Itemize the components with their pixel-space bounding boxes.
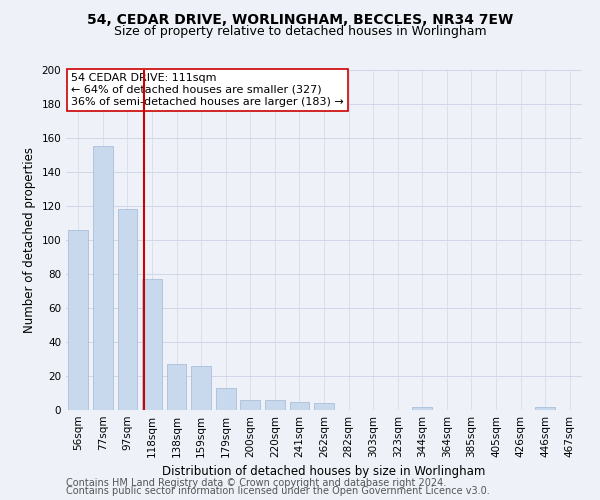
Bar (142, 279, 162, 410)
Text: Contains HM Land Registry data © Crown copyright and database right 2024.: Contains HM Land Registry data © Crown c… (66, 478, 446, 488)
Bar (118, 210, 137, 410)
Text: Size of property relative to detached houses in Worlingham: Size of property relative to detached ho… (113, 25, 487, 38)
Bar (241, 400, 260, 410)
Bar (265, 400, 284, 410)
Y-axis label: Number of detached properties: Number of detached properties (23, 147, 36, 333)
X-axis label: Distribution of detached houses by size in Worlingham: Distribution of detached houses by size … (163, 466, 485, 478)
Bar (167, 364, 187, 410)
Text: 54 CEDAR DRIVE: 111sqm
← 64% of detached houses are smaller (327)
36% of semi-de: 54 CEDAR DRIVE: 111sqm ← 64% of detached… (71, 74, 344, 106)
Bar (93, 146, 113, 410)
Text: Contains public sector information licensed under the Open Government Licence v3: Contains public sector information licen… (66, 486, 490, 496)
Bar (290, 402, 309, 410)
Text: 54, CEDAR DRIVE, WORLINGHAM, BECCLES, NR34 7EW: 54, CEDAR DRIVE, WORLINGHAM, BECCLES, NR… (87, 12, 513, 26)
Bar (191, 366, 211, 410)
Bar (216, 388, 236, 410)
Bar (535, 406, 555, 410)
Bar (68, 230, 88, 410)
Bar (412, 406, 432, 410)
Bar (314, 403, 334, 410)
